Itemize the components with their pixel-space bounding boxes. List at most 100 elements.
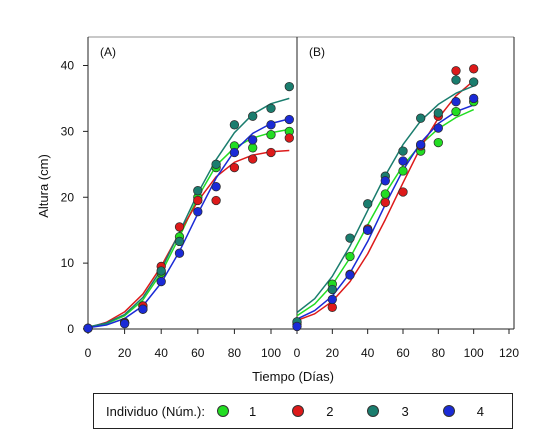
y-tick-label: 10 bbox=[61, 256, 75, 270]
data-point-3 bbox=[433, 108, 443, 118]
legend-item-1: 1 bbox=[216, 403, 286, 419]
legend-marker-3 bbox=[367, 405, 380, 417]
fit-curve-2 bbox=[296, 80, 475, 322]
fit-curve-1 bbox=[87, 128, 290, 329]
data-point-2 bbox=[327, 302, 337, 312]
legend-marker-4 bbox=[442, 405, 455, 417]
y-tick-label: 30 bbox=[61, 124, 75, 138]
data-point-4 bbox=[138, 304, 148, 314]
legend-label-1: 1 bbox=[248, 403, 257, 419]
x-tick-label: 100 bbox=[464, 346, 484, 360]
data-point-4 bbox=[292, 321, 302, 332]
y-tick-label: 0 bbox=[67, 322, 74, 336]
data-point-3 bbox=[211, 159, 221, 169]
data-point-3 bbox=[156, 266, 166, 276]
y-tick-label: 40 bbox=[61, 59, 75, 73]
data-point-2 bbox=[380, 197, 390, 208]
x-tick-label: 60 bbox=[396, 346, 410, 360]
data-point-4 bbox=[380, 176, 390, 186]
legend-item-3: 3 bbox=[367, 404, 436, 419]
x-tick-label: 120 bbox=[499, 346, 519, 360]
data-point-1 bbox=[345, 251, 355, 262]
data-point-2 bbox=[174, 222, 185, 232]
data-point-4 bbox=[327, 294, 337, 305]
fit-curve-4 bbox=[87, 118, 290, 329]
x-tick-label: 0 bbox=[294, 346, 301, 360]
legend-label-2: 2 bbox=[326, 403, 334, 419]
data-point-3 bbox=[284, 81, 294, 92]
panel-label: (A) bbox=[100, 45, 116, 59]
data-point-1 bbox=[380, 189, 390, 199]
x-tick-label: 0 bbox=[85, 346, 92, 360]
data-point-2 bbox=[193, 195, 203, 206]
x-tick-label: 80 bbox=[228, 346, 242, 360]
legend: Individuo (Núm.): 1 2 3 4 bbox=[93, 393, 513, 429]
legend-title: Individuo (Núm.): bbox=[106, 403, 205, 419]
data-point-4 bbox=[284, 114, 294, 125]
y-tick-label: 20 bbox=[61, 190, 75, 204]
x-tick-label: 100 bbox=[261, 346, 281, 360]
legend-item-4: 4 bbox=[442, 403, 512, 419]
data-point-3 bbox=[266, 103, 276, 113]
x-tick-label: 20 bbox=[326, 346, 340, 360]
data-point-3 bbox=[469, 77, 479, 87]
data-point-1 bbox=[398, 166, 408, 176]
data-point-1 bbox=[451, 106, 461, 117]
data-point-2 bbox=[229, 162, 240, 173]
x-tick-label: 60 bbox=[191, 346, 205, 360]
data-point-2 bbox=[451, 66, 461, 76]
data-point-3 bbox=[345, 233, 355, 243]
data-point-3 bbox=[248, 111, 258, 121]
data-point-3 bbox=[327, 284, 337, 295]
panels-layer: 0 20 40 60 80 100 0 10 20 30 40 (A) 0 20 40 60 80 100 120 (… bbox=[61, 36, 519, 360]
x-axis-label: Tiempo (Días) bbox=[252, 369, 334, 384]
data-point-4 bbox=[451, 97, 461, 107]
legend-label-4: 4 bbox=[476, 403, 484, 419]
x-tick-label: 80 bbox=[432, 346, 446, 360]
panel-label: (B) bbox=[309, 45, 325, 59]
data-point-2 bbox=[284, 133, 294, 143]
data-point-4 bbox=[248, 135, 258, 145]
data-point-3 bbox=[416, 113, 426, 123]
data-point-4 bbox=[119, 319, 130, 329]
data-point-4 bbox=[156, 276, 166, 287]
data-point-2 bbox=[248, 154, 258, 164]
data-point-2 bbox=[469, 64, 479, 74]
data-point-4 bbox=[193, 207, 203, 217]
data-point-1 bbox=[433, 137, 443, 148]
data-point-3 bbox=[174, 236, 185, 247]
data-point-4 bbox=[433, 123, 443, 133]
data-point-3 bbox=[193, 186, 203, 196]
x-tick-label: 40 bbox=[155, 346, 169, 360]
data-point-4 bbox=[266, 120, 276, 130]
data-point-3 bbox=[451, 75, 461, 85]
data-point-4 bbox=[83, 323, 93, 333]
data-point-2 bbox=[211, 195, 221, 206]
data-point-2 bbox=[398, 187, 408, 197]
data-point-4 bbox=[174, 248, 185, 258]
data-point-3 bbox=[398, 146, 408, 156]
x-tick-label: 20 bbox=[118, 346, 132, 360]
data-point-4 bbox=[211, 182, 221, 192]
y-axis-label: Altura (cm) bbox=[36, 154, 51, 218]
data-point-1 bbox=[266, 130, 276, 140]
legend-item-2: 2 bbox=[292, 404, 361, 419]
data-point-3 bbox=[363, 199, 373, 209]
legend-marker-1 bbox=[216, 405, 229, 417]
fit-curve-1 bbox=[296, 108, 475, 317]
x-tick-label: 40 bbox=[361, 346, 375, 360]
data-point-4 bbox=[363, 225, 373, 235]
data-point-3 bbox=[229, 120, 240, 130]
data-point-4 bbox=[345, 270, 355, 280]
data-point-4 bbox=[469, 93, 479, 104]
data-point-4 bbox=[416, 139, 426, 150]
fit-curve-2 bbox=[87, 149, 290, 329]
legend-label-3: 3 bbox=[401, 403, 409, 419]
legend-marker-2 bbox=[292, 405, 305, 417]
panel-b: 0 20 40 60 80 100 120 (B) bbox=[292, 36, 519, 360]
fit-curve-3 bbox=[87, 97, 290, 328]
data-point-4 bbox=[229, 147, 240, 158]
data-point-1 bbox=[248, 143, 258, 153]
panel-a: 0 20 40 60 80 100 0 10 20 30 40 (A) bbox=[61, 36, 298, 360]
